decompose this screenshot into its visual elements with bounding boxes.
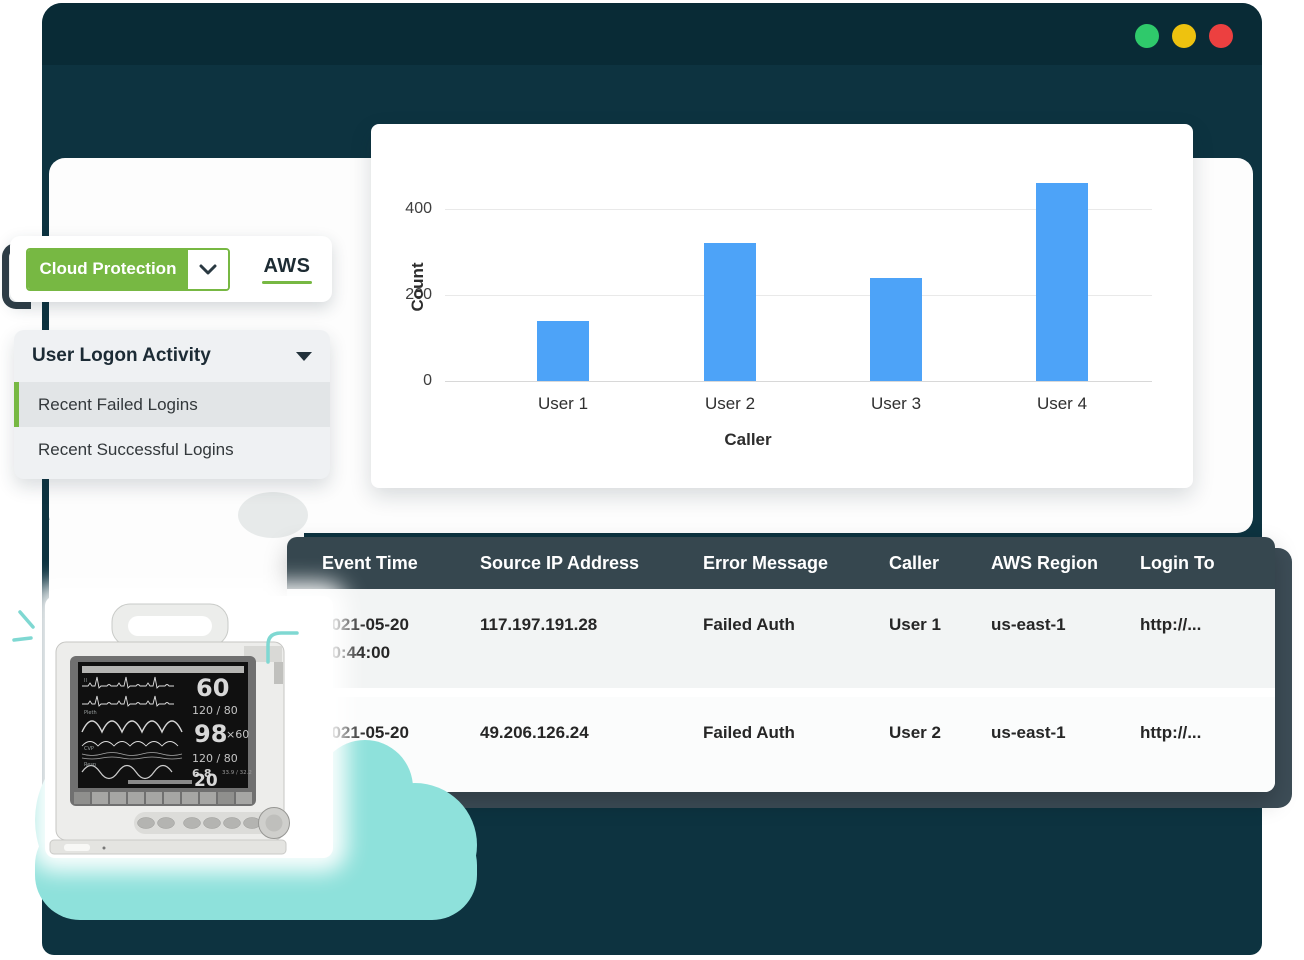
menu-item-label: Recent Successful Logins: [38, 439, 234, 459]
cell-login-to: http://...: [1140, 615, 1202, 634]
bar-user-2[interactable]: [704, 243, 756, 381]
column-header-source-ip-address: Source IP Address: [480, 552, 640, 573]
cell-event-time: 2021-05-20 10:44:00: [322, 615, 409, 662]
events-table: Event Time Source IP Address Error Message…: [287, 537, 1275, 792]
svg-text:Pleth: Pleth: [84, 710, 97, 716]
monitor-resp-value: 20: [194, 771, 218, 791]
aws-tab-active-underline: [262, 280, 312, 284]
dropdown-caret-button[interactable]: [188, 249, 228, 289]
monitor-nibp-value: 120 / 80: [192, 704, 238, 717]
cell-error-message: Failed Auth: [703, 615, 795, 634]
menu-item-label: Recent Failed Logins: [38, 394, 198, 414]
y-tick-label: 400: [405, 200, 432, 217]
bar-chart-card: 0 200 400 User 1 User 2 User 3 User 4 Count Ca…: [371, 124, 1193, 488]
column-header-login-to: Login To: [1140, 552, 1215, 573]
y-tick-label: 0: [423, 372, 432, 389]
close-light-icon[interactable]: [1209, 24, 1233, 48]
gridline-y400: [445, 209, 1152, 210]
cell-error-message: Failed Auth: [703, 723, 795, 742]
monitor-hr-value: 60: [196, 674, 229, 702]
bar-user-1[interactable]: [537, 321, 589, 381]
gridline-y200: [445, 295, 1152, 296]
patient-monitor-image: II Pleth CVP Resp 60 120 / 80 98 ×60 120 /…: [49, 603, 290, 855]
triangle-down-icon: [296, 351, 312, 361]
cloud-protection-dropdown-label: Cloud Protection: [28, 249, 188, 289]
cloud-protection-dropdown[interactable]: Cloud Protection: [26, 247, 230, 291]
x-tick-label: User 2: [704, 394, 756, 413]
monitor-cvp-value: 6.8: [192, 767, 212, 780]
svg-text:CVP: CVP: [84, 746, 94, 752]
bar-user-4[interactable]: [1036, 183, 1088, 381]
column-header-caller: Caller: [889, 552, 940, 573]
x-tick-label: User 4: [1036, 394, 1088, 413]
window-titlebar: [42, 3, 1262, 65]
chevron-down-icon: [199, 264, 217, 275]
tab-aws[interactable]: AWS: [262, 255, 312, 284]
svg-text:Resp: Resp: [84, 762, 96, 768]
menu-item-recent-successful-logins[interactable]: Recent Successful Logins: [14, 427, 330, 472]
monitor-temp-value: 33.9 / 32.2: [222, 770, 252, 776]
y-axis-label: Count: [408, 262, 427, 312]
cell-source-ip-address: 49.206.126.24: [480, 723, 589, 742]
table-row[interactable]: 2021-05-20 10:44:00 117.197.191.28 Failed …: [287, 589, 1275, 688]
column-header-event-time: Event Time: [322, 552, 418, 573]
table-header-row: Event Time Source IP Address Error Message…: [287, 537, 1275, 589]
selected-item-bar: [14, 382, 19, 427]
svg-text:II: II: [84, 678, 87, 684]
monitor-spo2-value: 98: [194, 720, 227, 748]
gridline-y0: [445, 381, 1152, 382]
report-menu: User Logon Activity Recent Failed Logins…: [14, 330, 330, 479]
accent-corner-bracket-icon: [266, 631, 299, 664]
restore-light-icon[interactable]: [1172, 24, 1196, 48]
accent-dash-icon: [18, 610, 35, 629]
teal-accent-strokes: [12, 610, 299, 664]
x-tick-label: User 3: [870, 394, 922, 413]
cell-caller: User 2: [889, 723, 941, 742]
x-axis-label: Caller: [724, 430, 772, 449]
cell-source-ip-address: 117.197.191.28: [480, 615, 598, 634]
accent-dash-icon: [12, 636, 33, 642]
column-header-aws-region: AWS Region: [991, 552, 1098, 573]
y-tick-label: 200: [405, 286, 432, 303]
column-header-error-message: Error Message: [703, 552, 829, 573]
cell-caller: User 1: [889, 615, 941, 634]
x-tick-label: User 1: [537, 394, 589, 413]
filter-card: Cloud Protection AWS: [10, 236, 332, 302]
row-divider: [287, 688, 1275, 697]
minimize-light-icon[interactable]: [1135, 24, 1159, 48]
monitor-abp-value: 120 / 80: [192, 752, 238, 765]
decor-gray-cloud-blob: [238, 492, 308, 538]
cell-login-to: http://...: [1140, 723, 1202, 742]
menu-title: User Logon Activity: [32, 345, 211, 366]
menu-item-recent-failed-logins[interactable]: Recent Failed Logins: [14, 382, 330, 427]
bar-user-3[interactable]: [870, 278, 922, 381]
aws-tab-label: AWS: [263, 254, 311, 277]
cell-aws-region: us-east-1: [991, 723, 1066, 742]
menu-header-user-logon-activity[interactable]: User Logon Activity: [14, 330, 330, 382]
cell-aws-region: us-east-1: [991, 615, 1066, 634]
monitor-pulse-rate: ×60: [226, 728, 249, 741]
